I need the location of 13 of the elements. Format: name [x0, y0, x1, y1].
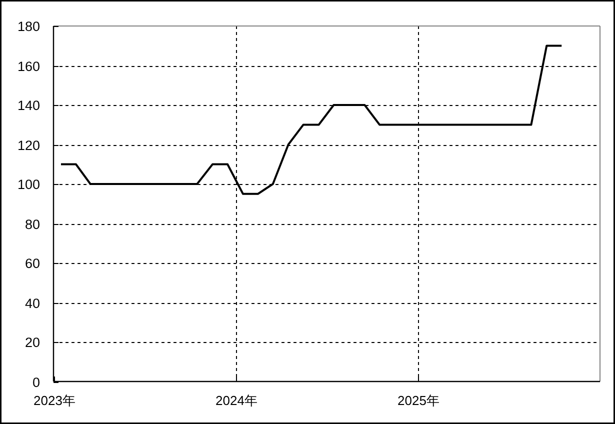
x-tick-label: 2024年	[216, 393, 258, 408]
y-tick-label: 60	[24, 256, 40, 271]
y-tick-label: 100	[17, 177, 40, 192]
y-tick-label: 160	[17, 59, 40, 74]
y-tick-label: 40	[24, 296, 40, 311]
y-tick-label: 20	[24, 335, 40, 350]
x-tick-label: 2023年	[34, 393, 76, 408]
x-tick-label: 2025年	[398, 393, 440, 408]
y-tick-label: 80	[24, 217, 40, 232]
y-tick-label: 0	[32, 375, 40, 390]
y-tick-label: 180	[17, 19, 40, 34]
y-tick-label: 140	[17, 98, 40, 113]
y-tick-label: 120	[17, 138, 40, 153]
